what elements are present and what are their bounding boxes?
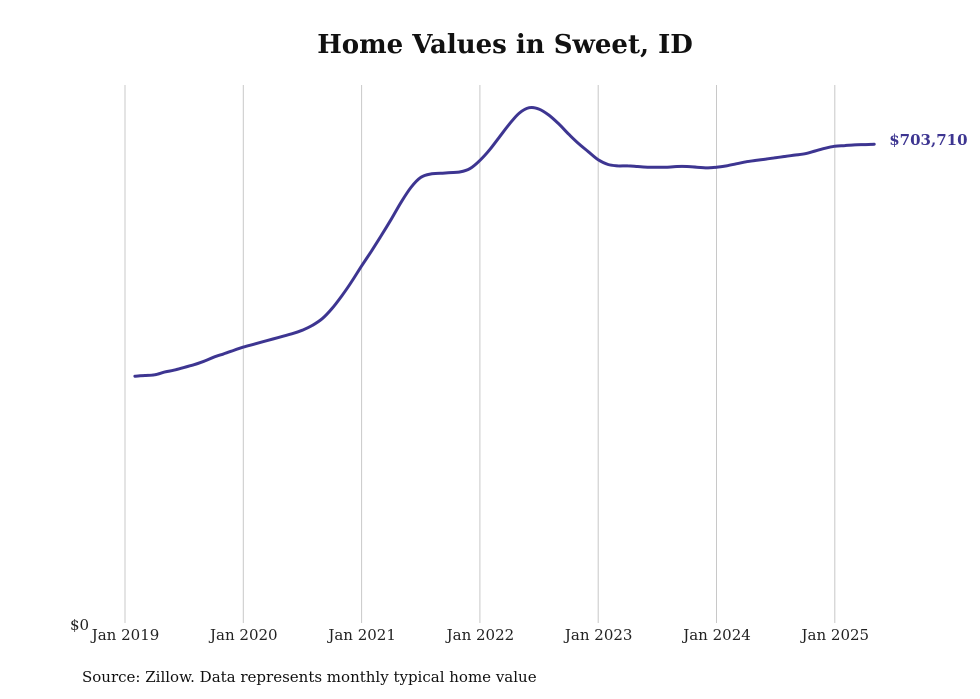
x-tick-labels: Jan 2019 Jan 2020 Jan 2021 Jan 2022 Jan 2023… bbox=[90, 626, 869, 644]
grid-lines bbox=[124, 85, 836, 623]
x-tick-label: Jan 2022 bbox=[445, 626, 515, 644]
x-tick-label: Jan 2024 bbox=[681, 626, 751, 644]
x-tick-label: Jan 2019 bbox=[90, 626, 160, 644]
source-note: Source: Zillow. Data represents monthly … bbox=[82, 668, 537, 686]
x-tick-label: Jan 2025 bbox=[800, 626, 870, 644]
series-line bbox=[133, 105, 876, 378]
y-tick-label: $0 bbox=[70, 616, 89, 634]
chart-title: Home Values in Sweet, ID bbox=[317, 30, 693, 60]
x-tick-label: Jan 2020 bbox=[208, 626, 278, 644]
x-tick-label: Jan 2021 bbox=[326, 626, 396, 644]
x-tick-label: Jan 2023 bbox=[563, 626, 633, 644]
end-value-label: $703,710 bbox=[889, 131, 967, 149]
